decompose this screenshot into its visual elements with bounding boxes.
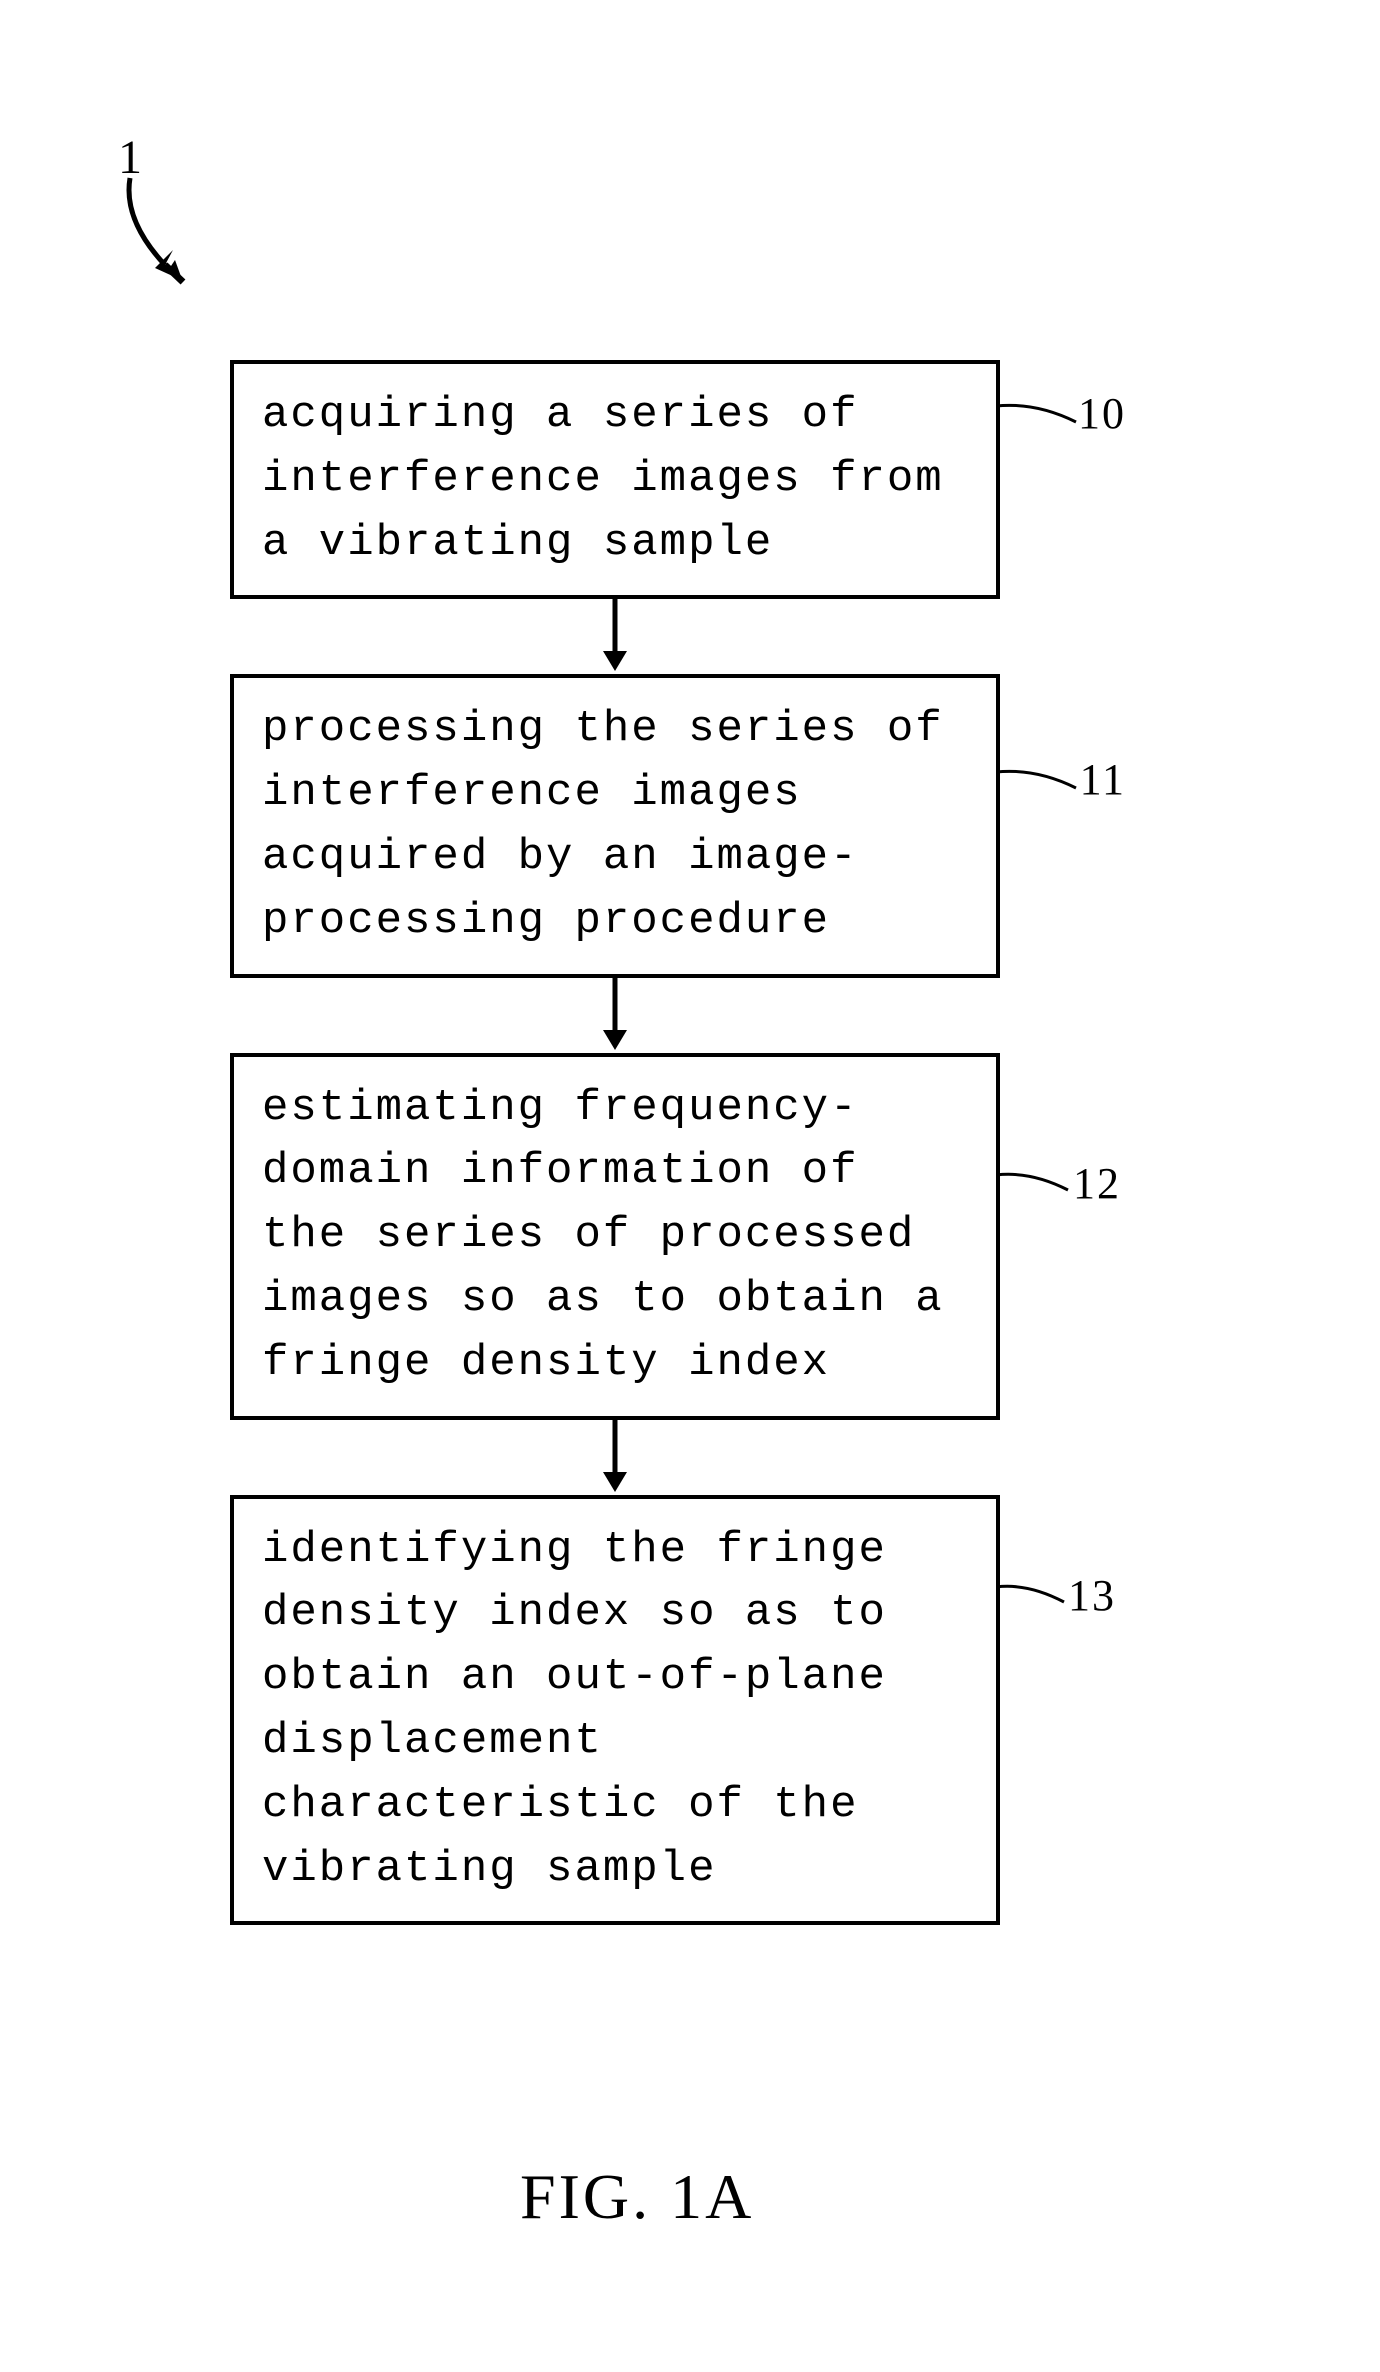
flowchart-box-13: identifying the fringe density index so … [230, 1495, 1000, 1926]
arrow-down-1 [230, 599, 1000, 674]
flowchart-box-12: estimating frequency-domain information … [230, 1053, 1000, 1420]
flowchart-box-11: processing the series of interference im… [230, 674, 1000, 977]
box-text: acquiring a series of interference image… [262, 390, 944, 568]
connector-10 [996, 394, 1084, 434]
arrow-down-3 [230, 1420, 1000, 1495]
box-label-11: 11 [1080, 748, 1126, 812]
box-label-12: 12 [1073, 1152, 1121, 1216]
flowchart-container: acquiring a series of interference image… [230, 360, 1000, 1925]
flowchart-box-10: acquiring a series of interference image… [230, 360, 1000, 599]
connector-12 [996, 1165, 1076, 1200]
connector-11 [996, 760, 1084, 800]
main-label-arrow [115, 170, 225, 295]
box-text: estimating frequency-domain information … [262, 1083, 944, 1388]
box-text: processing the series of interference im… [262, 704, 944, 945]
figure-label: FIG. 1A [520, 2160, 754, 2234]
box-text: identifying the fringe density index so … [262, 1525, 887, 1894]
connector-13 [996, 1577, 1074, 1612]
box-label-10: 10 [1078, 382, 1126, 446]
arrow-down-2 [230, 978, 1000, 1053]
box-label-13: 13 [1068, 1564, 1116, 1628]
